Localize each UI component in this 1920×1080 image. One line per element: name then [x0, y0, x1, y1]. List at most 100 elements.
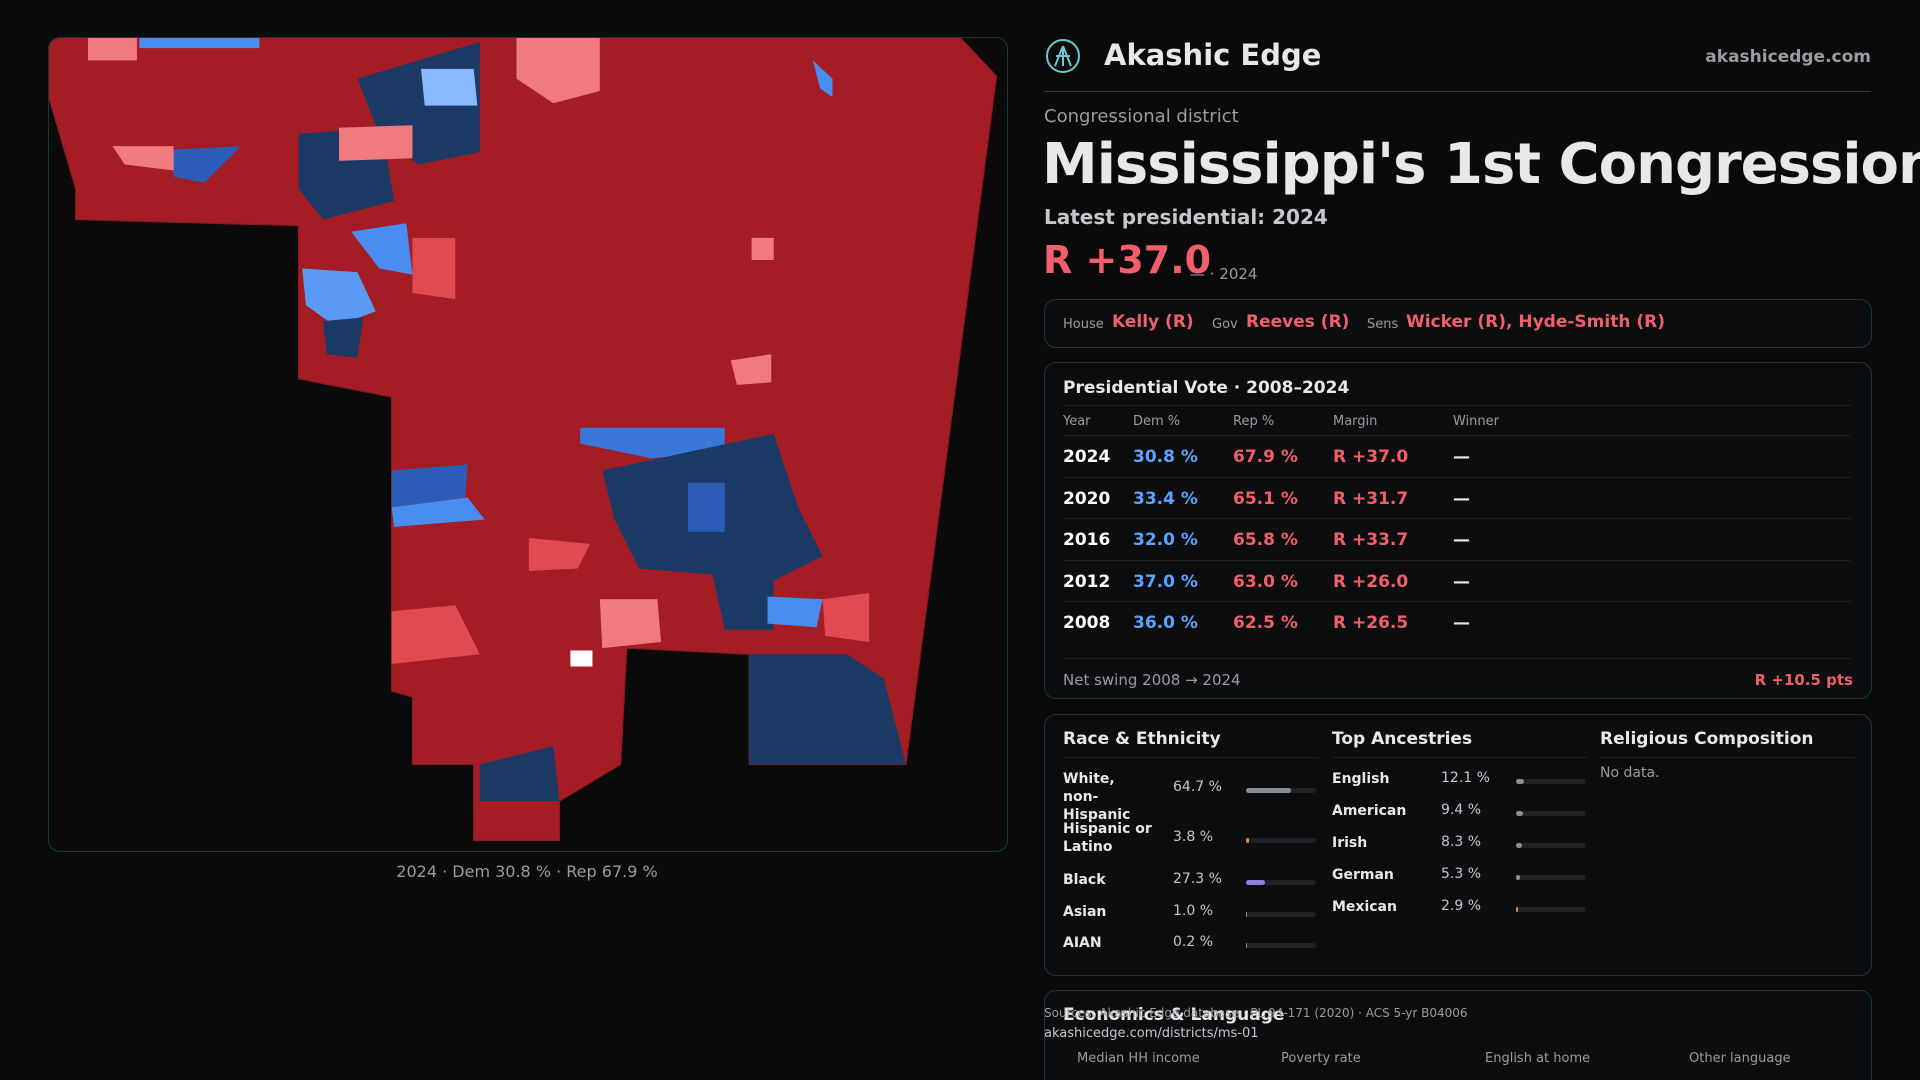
rule [1332, 757, 1587, 758]
economics-card: Economics & Language Median HH income Pov… [1044, 990, 1872, 1080]
cell: R +26.5 [1333, 613, 1409, 633]
brand-name: Akashic Edge [1104, 38, 1322, 72]
map-panel [48, 37, 1008, 852]
column-header: Rep % [1233, 414, 1275, 429]
precinct [171, 146, 242, 183]
bar-track [1516, 811, 1586, 816]
row-label: English [1332, 771, 1390, 787]
bar-track [1246, 880, 1316, 885]
precinct [599, 599, 662, 649]
bar [1516, 907, 1519, 912]
cell: 37.0 % [1133, 571, 1198, 592]
precinct [87, 38, 137, 61]
brand-url: akashicedge.com [1705, 47, 1871, 67]
precinct [391, 497, 485, 527]
source-note: Sources: Akashic Edge database · PL 94-1… [1044, 1006, 1468, 1020]
district-map [49, 38, 998, 841]
bar-track [1246, 912, 1316, 917]
cell: 33.4 % [1133, 488, 1198, 509]
rule [1600, 757, 1855, 758]
cell: 63.0 % [1233, 571, 1298, 592]
row-value: 12.1 % [1441, 770, 1490, 786]
bar-track [1516, 779, 1586, 784]
bar [1516, 811, 1523, 816]
cell: — [1453, 613, 1470, 633]
row-value: 2.9 % [1441, 898, 1482, 914]
swing-value: R +10.5 pts [1754, 671, 1853, 689]
metric-label: Poverty rate [1281, 1051, 1361, 1066]
metric-label: Median HH income [1077, 1051, 1200, 1066]
cell: 67.9 % [1233, 447, 1298, 467]
row-value: 3.8 % [1173, 829, 1214, 845]
cell: 65.8 % [1233, 530, 1298, 550]
column-header: Year [1063, 414, 1091, 429]
official-name: Reeves (R) [1246, 312, 1350, 332]
cell: 2020 [1063, 488, 1111, 509]
precinct [112, 146, 174, 171]
cell: 2016 [1063, 530, 1111, 550]
margin-note: — · 2024 [1190, 265, 1258, 283]
cell: 62.5 % [1233, 613, 1298, 633]
cell: 65.1 % [1233, 488, 1298, 509]
row-value: 9.4 % [1441, 802, 1482, 818]
officials-bar: House Kelly (R) Gov Reeves (R) Sens Wicker (R… [1044, 299, 1872, 348]
precinct [323, 317, 364, 358]
row-label: AIAN [1063, 935, 1102, 951]
precinct [139, 38, 260, 49]
map-caption: 2024 · Dem 30.8 % · Rep 67.9 % [396, 862, 658, 881]
precinct [730, 354, 772, 385]
official-name: Wicker (R), Hyde-Smith (R) [1406, 312, 1665, 332]
logo [1046, 39, 1080, 73]
bar [1516, 875, 1520, 880]
official-role: Gov [1212, 317, 1238, 332]
bar [1246, 880, 1266, 885]
row-label: Mexican [1332, 899, 1397, 915]
precinct [338, 125, 413, 161]
cell: — [1453, 488, 1470, 509]
precinct [749, 654, 906, 765]
card-title: Economics & Language [1063, 1005, 1285, 1025]
cell: 2012 [1063, 571, 1111, 592]
row-value: 1.0 % [1173, 903, 1214, 919]
precinct [391, 464, 468, 508]
precinct [767, 596, 823, 628]
row-label: German [1332, 867, 1394, 883]
card-title: Presidential Vote · 2008–2024 [1063, 378, 1350, 398]
precinct [412, 237, 456, 300]
precinct [812, 60, 833, 98]
precinct [302, 268, 376, 327]
rule [1063, 601, 1851, 602]
presidential-card: Presidential Vote · 2008–2024 Net swing … [1044, 362, 1872, 699]
bar-track [1246, 943, 1316, 948]
cell: 2008 [1063, 613, 1111, 633]
rule [1063, 518, 1851, 519]
cell: 2024 [1063, 447, 1111, 467]
cell: — [1453, 571, 1470, 592]
margin-value: R +37.0 [1043, 238, 1212, 282]
row-label: Black [1063, 872, 1106, 888]
cell: 32.0 % [1133, 530, 1198, 550]
row-label: Hispanic or Latino [1063, 821, 1152, 855]
bar [1246, 912, 1247, 917]
row-value: 8.3 % [1441, 834, 1482, 850]
precinct [751, 237, 774, 260]
no-data: No data. [1600, 765, 1660, 781]
bar-track [1516, 843, 1586, 848]
bar-track [1516, 907, 1586, 912]
row-value: 5.3 % [1441, 866, 1482, 882]
precinct [580, 427, 725, 459]
precinct [391, 605, 480, 665]
demographics-card: Race & Ethnicity Top Ancestries Religiou… [1044, 714, 1872, 976]
district-title: Mississippi's 1st Congressional District [1042, 132, 1920, 197]
row-value: 0.2 % [1173, 934, 1214, 950]
rule [1063, 658, 1851, 659]
row-label: White, non-Hispanic [1063, 771, 1131, 823]
precinct [351, 223, 413, 275]
row-value: 64.7 % [1173, 779, 1222, 795]
cell: R +26.0 [1333, 571, 1409, 592]
bar [1516, 779, 1525, 784]
bar-track [1246, 838, 1316, 843]
cell: — [1453, 530, 1470, 550]
